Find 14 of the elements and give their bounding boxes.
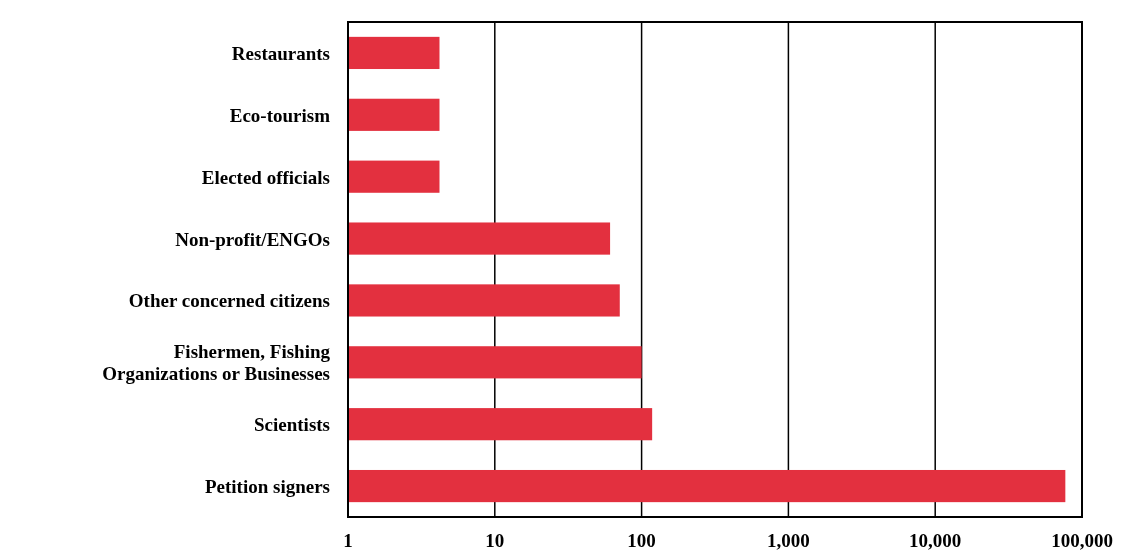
y-tick-label: Non-profit/ENGOs	[175, 228, 330, 250]
y-tick-label: Eco-tourism	[229, 104, 331, 126]
y-tick-label: Fishermen, Fishing Organizations or Businesses	[102, 340, 331, 384]
x-tick-label: 100	[627, 530, 656, 551]
x-tick-label: 1,000	[767, 530, 810, 551]
y-tick-label: Scientists	[254, 413, 330, 435]
y-tick-label: Elected officials	[201, 166, 330, 188]
y-tick-label: Other concerned citizens	[128, 289, 330, 311]
x-tick-label: 10,000	[909, 530, 962, 551]
y-tick-label: Petition signers	[204, 475, 330, 497]
x-tick-label: 1	[343, 530, 353, 551]
x-tick-label: 100,000	[1051, 530, 1113, 551]
y-tick-label: Restaurants	[231, 42, 330, 64]
x-tick-label: 10	[485, 530, 505, 551]
